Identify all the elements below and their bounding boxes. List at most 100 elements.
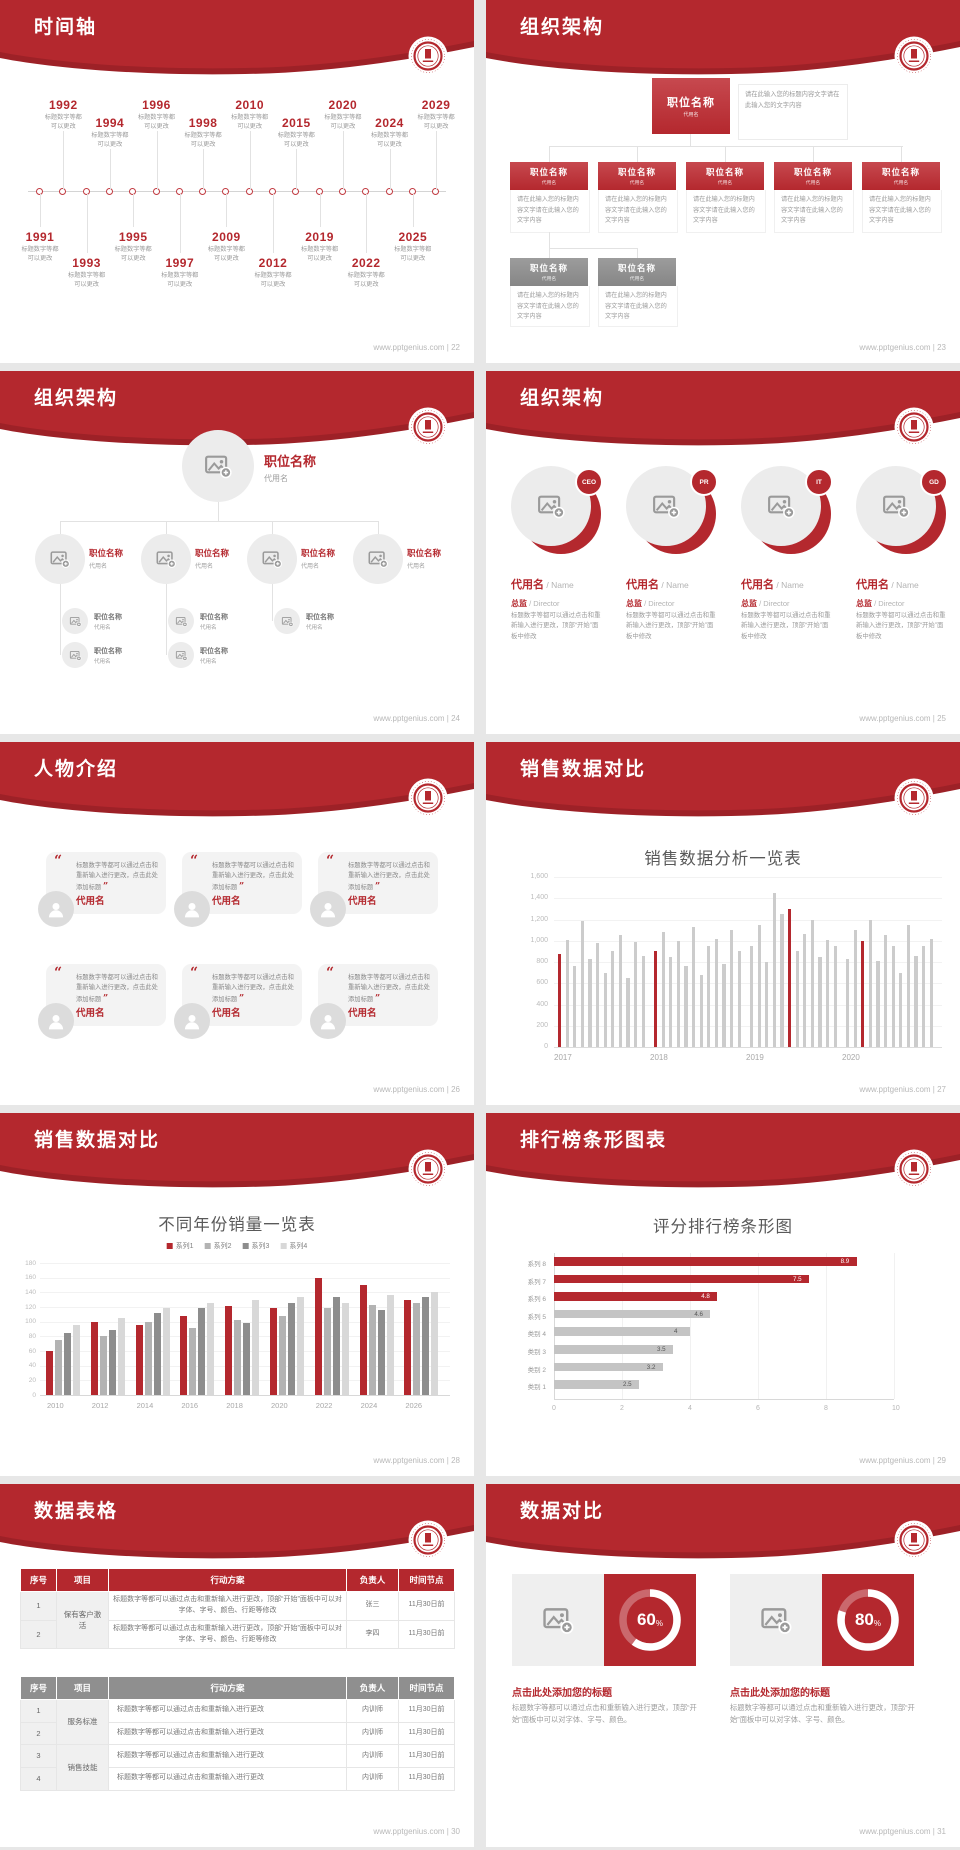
cell-plan: 标题数字等都可以通过点击和重新输入进行更改	[108, 1744, 347, 1768]
slide-org-chart-avatars[interactable]: 组织架构 www.pptgenius.com | 25 CEO 代用名 / Name 总…	[486, 371, 960, 734]
bar	[795, 951, 799, 1047]
university-seal-logo	[894, 1149, 934, 1189]
cell-plan: 标题数字等都可以通过点击和重新输入进行更改，顶部“开始”面板中可以对字体、字号、…	[108, 1619, 347, 1650]
donut-ring	[837, 1589, 899, 1651]
image-placeholder-icon	[761, 1608, 792, 1634]
open-quote-icon: “	[326, 853, 335, 869]
bar	[207, 1303, 215, 1395]
bar	[413, 1302, 421, 1395]
bar	[757, 924, 761, 1047]
cell-plan: 标题数字等都可以通过点击和重新输入进行更改	[108, 1699, 347, 1723]
image-placeholder-icon	[262, 551, 282, 568]
slide-content: 职位名称 代用名 职位名称 代用名 职位名称 代用名 职位名称 代用名 职位名称 代用名 职位名称代…	[0, 371, 474, 734]
timeline-event: 2024 标题数字等都 可以更改	[359, 116, 421, 150]
role-badge: CEO	[575, 468, 603, 496]
y-axis-tick: 80	[28, 1332, 36, 1340]
timeline-year: 1996	[142, 98, 171, 112]
table-header-cell: 负责人	[346, 1676, 399, 1700]
bar	[750, 946, 754, 1047]
donut-percent: 80%	[854, 1610, 882, 1629]
header-wave	[0, 371, 474, 446]
timeline-year: 2010	[235, 98, 265, 112]
timeline-event: 2010 标题数字等都 可以更改	[219, 98, 281, 132]
bar	[906, 924, 910, 1047]
table-header-cell: 行动方案	[108, 1676, 347, 1700]
bar	[99, 1336, 107, 1395]
chart-title: 评分排行榜条形图	[653, 1218, 793, 1236]
slide-people-intro[interactable]: 人物介绍 www.pptgenius.com | 26 “ 标题数字等都可以通过点击和…	[0, 742, 474, 1105]
legend-swatch	[166, 1243, 173, 1249]
image-placeholder	[730, 1574, 822, 1666]
university-seal-logo	[408, 36, 448, 76]
org-root-photo	[182, 430, 254, 502]
slide-timeline[interactable]: 时间轴 www.pptgenius.com | 22 1991 标题数字等都 可以更改 1…	[0, 0, 474, 363]
timeline-event: 1998 标题数字等都 可以更改	[172, 116, 234, 150]
member-role-cn: 总监	[511, 599, 527, 608]
compare-desc: 标题数字等都可以通过点击和重新输入进行更改，顶部“开始”面板中可以对字体、字号、…	[512, 1703, 697, 1724]
cell-time: 11月30日前	[398, 1766, 455, 1791]
org-level3-title: 职位名称	[94, 614, 122, 621]
org-level3-photo	[62, 642, 88, 668]
timeline-caption: 标题数字等都 可以更改	[114, 246, 152, 263]
bar	[554, 1292, 718, 1301]
bar	[554, 1327, 690, 1336]
org-child-desc: 请在此输入您的标题内容文字请在此输入您的文字内容	[598, 190, 678, 233]
timeline-year: 2020	[328, 98, 358, 112]
slide-org-chart-boxes[interactable]: 组织架构 www.pptgenius.com | 23 职位名称 代用名 请在此输入您的…	[486, 0, 960, 363]
slide-ranking-chart[interactable]: 排行榜条形图表 www.pptgenius.com | 29 评分排行榜条形图 0 2 4…	[486, 1113, 960, 1476]
bar-category-label: 类别 4	[527, 1331, 546, 1339]
timeline-year: 1993	[72, 256, 101, 270]
table-row: 1 服务标准 标题数字等都可以通过点击和重新输入进行更改 内训师 11月30日前	[20, 1698, 455, 1746]
cell-owner: 张三	[346, 1591, 399, 1621]
timeline-caption: 标题数字等都 可以更改	[231, 114, 269, 131]
page-footer: www.pptgenius.com | 27	[859, 1085, 946, 1094]
org-level2-photo	[247, 534, 297, 584]
org-level3-photo	[274, 608, 300, 634]
bar	[641, 955, 645, 1047]
y-axis-tick: 1,000	[530, 936, 548, 944]
slide-sales-bar-chart[interactable]: 销售数据对比 www.pptgenius.com | 27 销售数据分析一览表 1,6…	[486, 742, 960, 1105]
timeline-marker	[408, 187, 416, 195]
org-gray-desc: 请在此输入您的标题内容文字请在此输入您的文字内容	[598, 286, 678, 327]
slide-grouped-bar-chart[interactable]: 销售数据对比 www.pptgenius.com | 28 不同年份销量一览表 系列1…	[0, 1113, 474, 1476]
table-header-cell: 序号	[20, 1568, 57, 1592]
cell-plan: 标题数字等都可以通过点击和重新输入进行更改	[108, 1766, 347, 1791]
timeline-event: 2025 标题数字等都 可以更改	[382, 230, 444, 264]
y-axis-tick: 40	[28, 1362, 36, 1370]
org-level2-sub: 代用名	[407, 564, 426, 570]
member-role-cn: 总监	[741, 599, 757, 608]
x-axis-tick: 6	[756, 1405, 760, 1412]
org-level3-photo	[168, 642, 194, 668]
timeline-marker	[59, 187, 67, 195]
member-role-cn: 总监	[626, 599, 642, 608]
y-axis-tick: 1,200	[530, 915, 548, 923]
bar	[368, 1304, 376, 1395]
cell-plan: 标题数字等都可以通过点击和重新输入进行更改	[108, 1721, 347, 1746]
open-quote-icon: “	[326, 965, 335, 981]
bar	[772, 892, 776, 1047]
slide-donut-compare[interactable]: 数据对比 www.pptgenius.com | 31 60% 点击此处添加您的标题标…	[486, 1484, 960, 1847]
slide-title: 排行榜条形图表	[520, 1130, 668, 1151]
slide-org-chart-photos[interactable]: 组织架构 www.pptgenius.com | 24 职位名称 代用名 职位名称 代用名…	[0, 371, 474, 734]
x-axis-tick: 4	[688, 1405, 692, 1412]
slide-data-tables[interactable]: 数据表格 www.pptgenius.com | 30 序号 项目 行动方案 负责人 时间节…	[0, 1484, 474, 1847]
timeline-axis	[28, 191, 446, 192]
table-row: 4 标题数字等都可以通过点击和重新输入进行更改 内训师 11月30日前	[20, 1766, 455, 1791]
timeline-caption: 标题数字等都 可以更改	[254, 272, 292, 289]
bar	[803, 934, 807, 1047]
quote-text: 标题数字等都可以通过点击和重新输入进行更改，点击此处添加标题 ”	[212, 974, 294, 1004]
org-child-node: 职位名称 代用名	[774, 162, 852, 190]
cell-time: 11月30日前	[398, 1619, 455, 1650]
org-level2-sub: 代用名	[89, 564, 108, 570]
org-child-desc: 请在此输入您的标题内容文字请在此输入您的文字内容	[686, 190, 766, 233]
x-axis-tick: 10	[892, 1405, 900, 1412]
timeline-caption: 标题数字等都 可以更改	[21, 246, 59, 263]
bar	[788, 908, 792, 1047]
quote-text: 标题数字等都可以通过点击和重新输入进行更改，点击此处添加标题 ”	[76, 862, 158, 892]
timeline-marker	[269, 187, 276, 195]
legend-swatch	[204, 1243, 211, 1249]
org-gray-node: 职位名称 代用名	[510, 258, 588, 286]
quote-card: “ 标题数字等都可以通过点击和重新输入进行更改，点击此处添加标题 ” 代用名	[174, 964, 302, 1039]
bar	[270, 1308, 277, 1395]
y-axis-tick: 160	[25, 1274, 36, 1282]
